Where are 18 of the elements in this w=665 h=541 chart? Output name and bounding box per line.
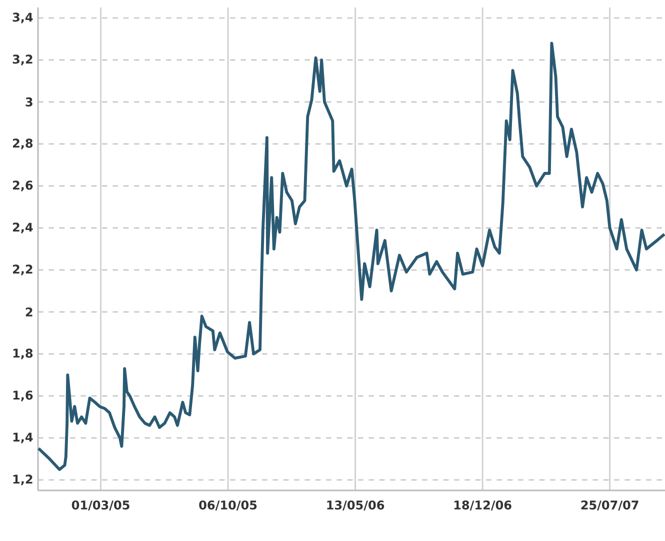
y-tick-label: 2,4: [12, 222, 33, 234]
y-tick-label: 1,8: [13, 348, 33, 360]
x-tick-label: 25/07/07: [581, 500, 638, 511]
x-tick-label: 13/05/06: [327, 500, 384, 511]
x-tick-label: 01/03/05: [72, 500, 130, 511]
line-series: [37, 42, 665, 471]
y-tick-label: 2,2: [12, 264, 32, 276]
y-tick-label: 3,2: [12, 54, 32, 66]
y-tick-label: 3,4: [12, 12, 33, 24]
y-tick-label: 2,6: [12, 180, 33, 192]
y-tick-label: 2,8: [12, 138, 33, 150]
y-tick-label: 3: [26, 97, 32, 106]
y-tick-label: 1,2: [13, 474, 32, 486]
y-tick-label: 2: [26, 307, 32, 316]
x-tick-label: 18/12/06: [454, 500, 512, 511]
y-tick-label: 1,4: [13, 432, 33, 444]
y-tick-label: 1,6: [13, 390, 33, 402]
x-tick-label: 06/10/05: [199, 500, 257, 511]
